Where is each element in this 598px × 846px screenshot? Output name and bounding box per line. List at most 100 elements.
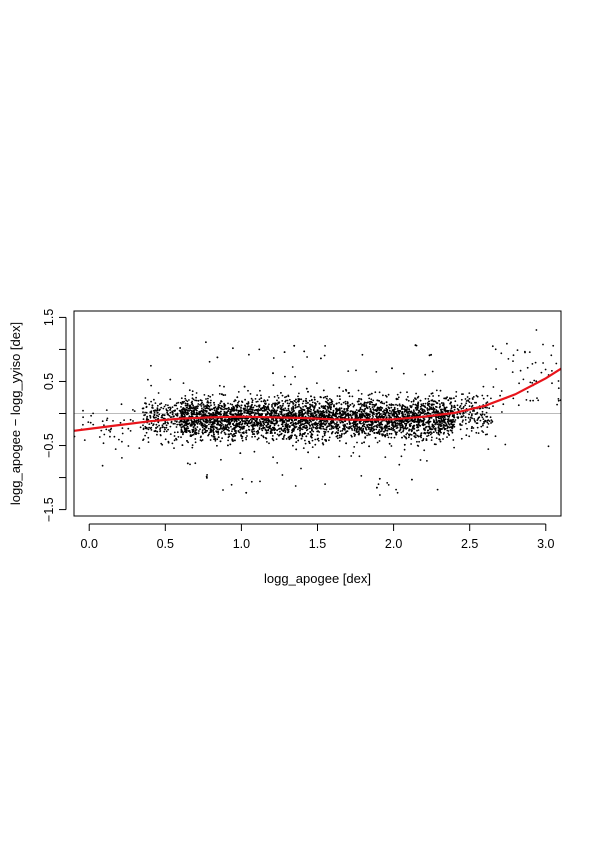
- data-point: [394, 415, 397, 418]
- data-point: [314, 402, 316, 404]
- data-point: [169, 398, 172, 400]
- data-point: [264, 402, 266, 405]
- data-point: [270, 418, 273, 420]
- data-point: [247, 420, 250, 423]
- data-point: [394, 430, 396, 433]
- data-point: [435, 437, 438, 439]
- data-point: [182, 402, 185, 404]
- data-point: [197, 432, 200, 435]
- data-point: [283, 428, 286, 430]
- data-point: [112, 420, 114, 422]
- data-point: [304, 442, 307, 445]
- data-point: [212, 435, 215, 438]
- data-point: [192, 426, 195, 429]
- data-point: [127, 427, 130, 430]
- data-point: [263, 399, 266, 401]
- data-point: [241, 422, 244, 425]
- data-point: [311, 439, 314, 442]
- data-point: [286, 399, 289, 402]
- data-point: [376, 416, 378, 419]
- data-point: [206, 425, 208, 427]
- data-point: [250, 406, 253, 409]
- data-point: [330, 420, 332, 423]
- data-point: [251, 409, 254, 411]
- data-point: [341, 410, 344, 413]
- data-point: [350, 455, 353, 457]
- data-point: [316, 434, 319, 437]
- data-point: [390, 445, 393, 447]
- data-point: [153, 430, 156, 433]
- data-point: [265, 419, 268, 421]
- data-point: [452, 439, 455, 441]
- data-point: [191, 434, 194, 436]
- data-point: [164, 404, 167, 406]
- data-point: [211, 413, 213, 416]
- data-point: [351, 402, 354, 405]
- data-point: [221, 430, 223, 433]
- data-point: [317, 430, 319, 432]
- data-point: [385, 411, 388, 414]
- data-point: [404, 420, 406, 422]
- data-point: [390, 403, 393, 405]
- data-point: [442, 402, 445, 404]
- data-point: [212, 422, 214, 425]
- data-point: [327, 399, 329, 402]
- data-point: [451, 423, 453, 426]
- data-point: [396, 414, 399, 417]
- data-point: [322, 389, 325, 392]
- data-point: [266, 426, 269, 429]
- data-point: [340, 414, 343, 416]
- data-point: [385, 401, 388, 404]
- data-point: [224, 424, 227, 426]
- data-point: [230, 408, 232, 411]
- data-point: [180, 412, 182, 414]
- data-point: [308, 399, 311, 402]
- data-point: [410, 434, 413, 436]
- data-point: [306, 413, 309, 415]
- data-point: [236, 396, 239, 399]
- data-point: [211, 394, 214, 396]
- data-point: [428, 408, 431, 411]
- data-point: [257, 437, 260, 440]
- data-point: [386, 434, 389, 437]
- data-point: [378, 411, 380, 414]
- data-point: [293, 400, 296, 402]
- data-point: [407, 399, 410, 402]
- data-point: [470, 402, 473, 404]
- data-point: [161, 426, 164, 428]
- data-point: [205, 341, 207, 344]
- data-point: [226, 411, 228, 414]
- data-point: [340, 407, 343, 410]
- data-point: [165, 408, 168, 410]
- data-point: [363, 430, 365, 433]
- data-point: [269, 425, 271, 428]
- data-point: [396, 404, 399, 407]
- data-point: [329, 428, 331, 431]
- data-point: [292, 424, 295, 427]
- data-point: [291, 419, 294, 422]
- data-point: [229, 418, 232, 421]
- data-point: [376, 441, 379, 444]
- data-point: [402, 415, 405, 418]
- data-point: [237, 430, 240, 433]
- data-point: [439, 415, 442, 418]
- data-point: [314, 405, 316, 408]
- data-point: [360, 398, 363, 401]
- data-point: [196, 412, 199, 415]
- data-point: [447, 399, 450, 402]
- data-point: [338, 434, 341, 437]
- data-point: [157, 417, 160, 420]
- data-point: [353, 432, 355, 435]
- data-point: [400, 426, 402, 429]
- data-point: [305, 397, 307, 400]
- data-point: [342, 390, 344, 392]
- data-point: [169, 406, 171, 409]
- data-point: [223, 408, 225, 411]
- data-point: [407, 436, 410, 439]
- data-point: [349, 426, 352, 429]
- data-point: [357, 433, 360, 436]
- data-point: [392, 421, 395, 424]
- data-point: [404, 426, 407, 428]
- data-point: [228, 433, 231, 436]
- data-point: [334, 432, 337, 435]
